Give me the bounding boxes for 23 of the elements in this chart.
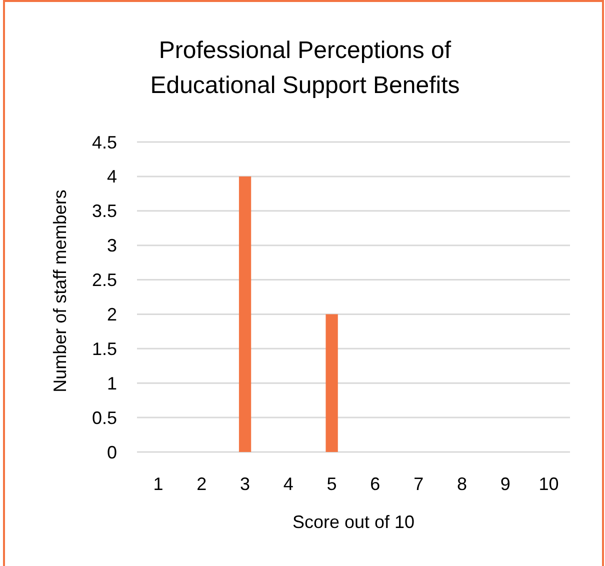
x-tick-label: 6 — [370, 474, 380, 494]
x-tick-label: 5 — [326, 474, 337, 494]
chart-title: Professional Perceptions of Educational Support Benefits — [150, 37, 460, 99]
x-tick-label: 1 — [153, 474, 164, 494]
y-tick-label: 3.5 — [92, 201, 117, 222]
y-tick-label: 0 — [106, 442, 117, 462]
y-tick-label: 1 — [106, 373, 117, 394]
y-tick-label: 1.5 — [92, 338, 117, 359]
y-tick-label: 4 — [106, 166, 117, 187]
y-tick-label: 3 — [106, 236, 117, 256]
x-tick-label: 9 — [500, 474, 510, 494]
x-tick-label: 2 — [196, 474, 207, 494]
y-tick-label: 2 — [106, 304, 117, 325]
y-axis-title: Number of staff members — [50, 190, 70, 392]
x-tick-label: 4 — [283, 474, 294, 494]
y-tick-label: 2.5 — [92, 270, 117, 290]
y-tick-label: 4.5 — [92, 132, 117, 152]
x-tick-label: 7 — [414, 474, 424, 494]
x-tick-label: 10 — [538, 474, 559, 494]
y-tick-label: 0.5 — [92, 408, 117, 428]
x-axis-title: Score out of 10 — [292, 512, 415, 532]
x-tick-label: 8 — [456, 474, 467, 494]
x-tick-label: 3 — [240, 474, 250, 494]
